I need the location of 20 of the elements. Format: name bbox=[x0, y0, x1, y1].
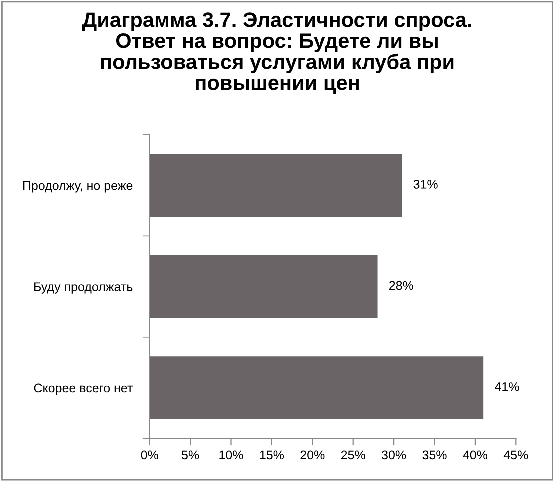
y-tick-label: Скорее всего нет bbox=[34, 384, 133, 396]
data-label: 41% bbox=[494, 382, 520, 392]
x-tick-label: 35% bbox=[422, 450, 447, 460]
chart-title: Диаграмма 3.7. Эластичности спроса. Ответ на вопрос: Будете ли вы пользоваться услугами клуба при повышении цен bbox=[82, 12, 472, 94]
data-label: 31% bbox=[414, 180, 438, 189]
y-tick-label: Буду продолжать bbox=[34, 282, 133, 294]
bar bbox=[150, 154, 402, 217]
x-tick-label: 5% bbox=[182, 450, 200, 460]
bar bbox=[150, 255, 378, 318]
data-label: 28% bbox=[390, 281, 414, 290]
x-tick-label: 30% bbox=[382, 450, 406, 460]
x-tick-label: 45% bbox=[504, 450, 528, 460]
x-tick-label: 15% bbox=[260, 450, 284, 460]
bar bbox=[150, 356, 484, 420]
x-tick-label: 20% bbox=[300, 450, 325, 460]
x-tick-label: 10% bbox=[220, 450, 244, 460]
x-tick-label: 0% bbox=[141, 450, 158, 460]
x-tick-label: 40% bbox=[463, 450, 488, 460]
x-tick-label: 25% bbox=[341, 450, 366, 460]
y-tick-label: Продолжу, но реже bbox=[23, 182, 133, 193]
